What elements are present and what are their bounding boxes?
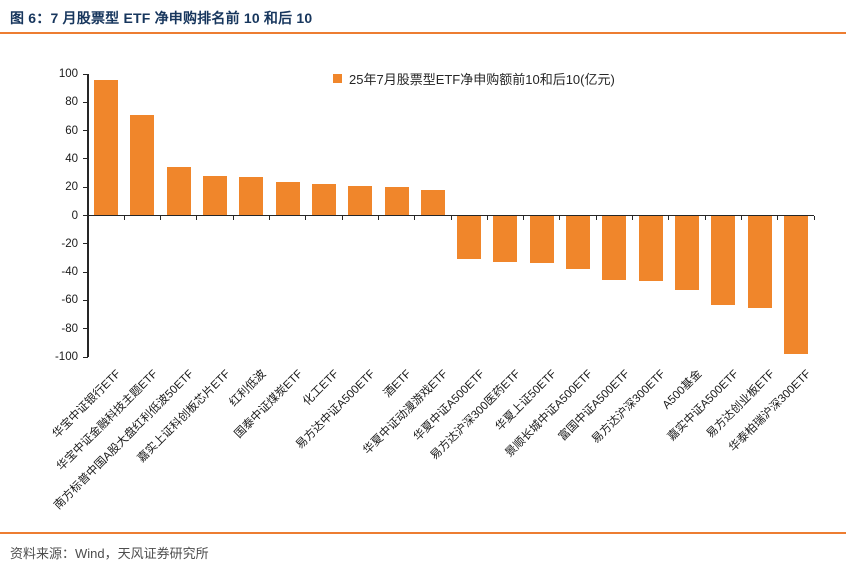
x-axis-tick [777,216,779,220]
y-axis-tick-label: -20 [61,237,78,250]
footer-divider-line [0,532,846,534]
bar [602,216,627,280]
x-axis-tick [486,216,488,220]
y-axis-tick [83,186,88,188]
y-axis-tick [83,101,88,103]
x-axis-tick [559,216,561,220]
bar [384,187,409,216]
source-note: 资料来源：Wind，天风证券研究所 [10,546,209,561]
bar [493,216,518,262]
x-axis-tick [668,216,670,220]
y-axis-tick [83,271,88,273]
x-axis-tick [341,216,343,220]
x-axis-tick [87,216,89,220]
y-axis-tick [83,299,88,301]
x-axis-tick [595,216,597,220]
y-axis-tick-label: 60 [65,124,78,137]
bar [420,190,445,216]
x-axis-tick [160,216,162,220]
y-axis-tick-label: -100 [54,351,78,363]
y-axis-tick-label: 40 [65,152,78,165]
bar [239,177,264,216]
chart-legend: 25年7月股票型ETF净申购额前10和后10(亿元) [333,69,615,88]
bar [311,184,336,216]
bar [638,216,663,282]
y-axis-tick [83,243,88,245]
y-axis-tick [83,73,88,75]
x-axis-tick [196,216,198,220]
x-axis-tick [414,216,416,220]
bar [674,216,699,290]
figure-title: 图 6：7 月股票型 ETF 净申购排名前 10 和后 10 [10,10,313,26]
x-axis-category-label: 南方标普中国A股大盘红利低波50ETF [52,368,197,513]
y-axis-tick [83,215,88,216]
bar [275,181,300,216]
y-axis-tick [83,356,88,358]
bar [529,216,554,263]
bar [94,79,119,216]
y-axis-tick-label: -40 [61,266,78,279]
x-axis-tick [123,216,125,220]
y-axis-tick-label: 20 [65,181,78,194]
y-axis-tick-label: 100 [58,68,78,80]
x-axis-tick [523,216,525,220]
y-axis-tick [83,130,88,132]
y-axis-tick-label: -80 [61,322,78,335]
bar [348,185,373,216]
bar [203,175,228,216]
bar [566,216,591,269]
y-axis-tick-label: -60 [61,294,78,307]
bar [457,216,482,259]
x-axis-tick [269,216,270,220]
x-axis-tick [813,216,815,220]
bar [130,115,155,216]
x-axis-tick [632,216,633,220]
x-axis-category-label: 国泰中证煤炭ETF [232,368,306,441]
bar [783,216,808,354]
y-axis-line [87,74,89,357]
y-axis-tick-label: 0 [71,209,78,222]
x-axis-tick [704,216,706,220]
x-axis-tick [740,216,742,220]
y-axis-tick [83,328,88,330]
y-axis-tick [83,158,88,160]
x-axis-category-label: 酒ETF [382,368,415,400]
x-axis-tick [377,216,379,220]
bar [166,167,191,216]
x-axis-tick [305,216,307,220]
x-axis-tick [232,216,234,220]
legend-label: 25年7月股票型ETF净申购额前10和后10(亿元) [349,72,615,87]
x-axis-tick [450,216,452,220]
x-axis-line [88,214,814,217]
y-axis-tick-label: 80 [65,96,78,109]
bar [747,216,772,309]
bar [711,216,736,306]
title-divider-line [0,32,846,34]
legend-square-icon [333,74,342,83]
